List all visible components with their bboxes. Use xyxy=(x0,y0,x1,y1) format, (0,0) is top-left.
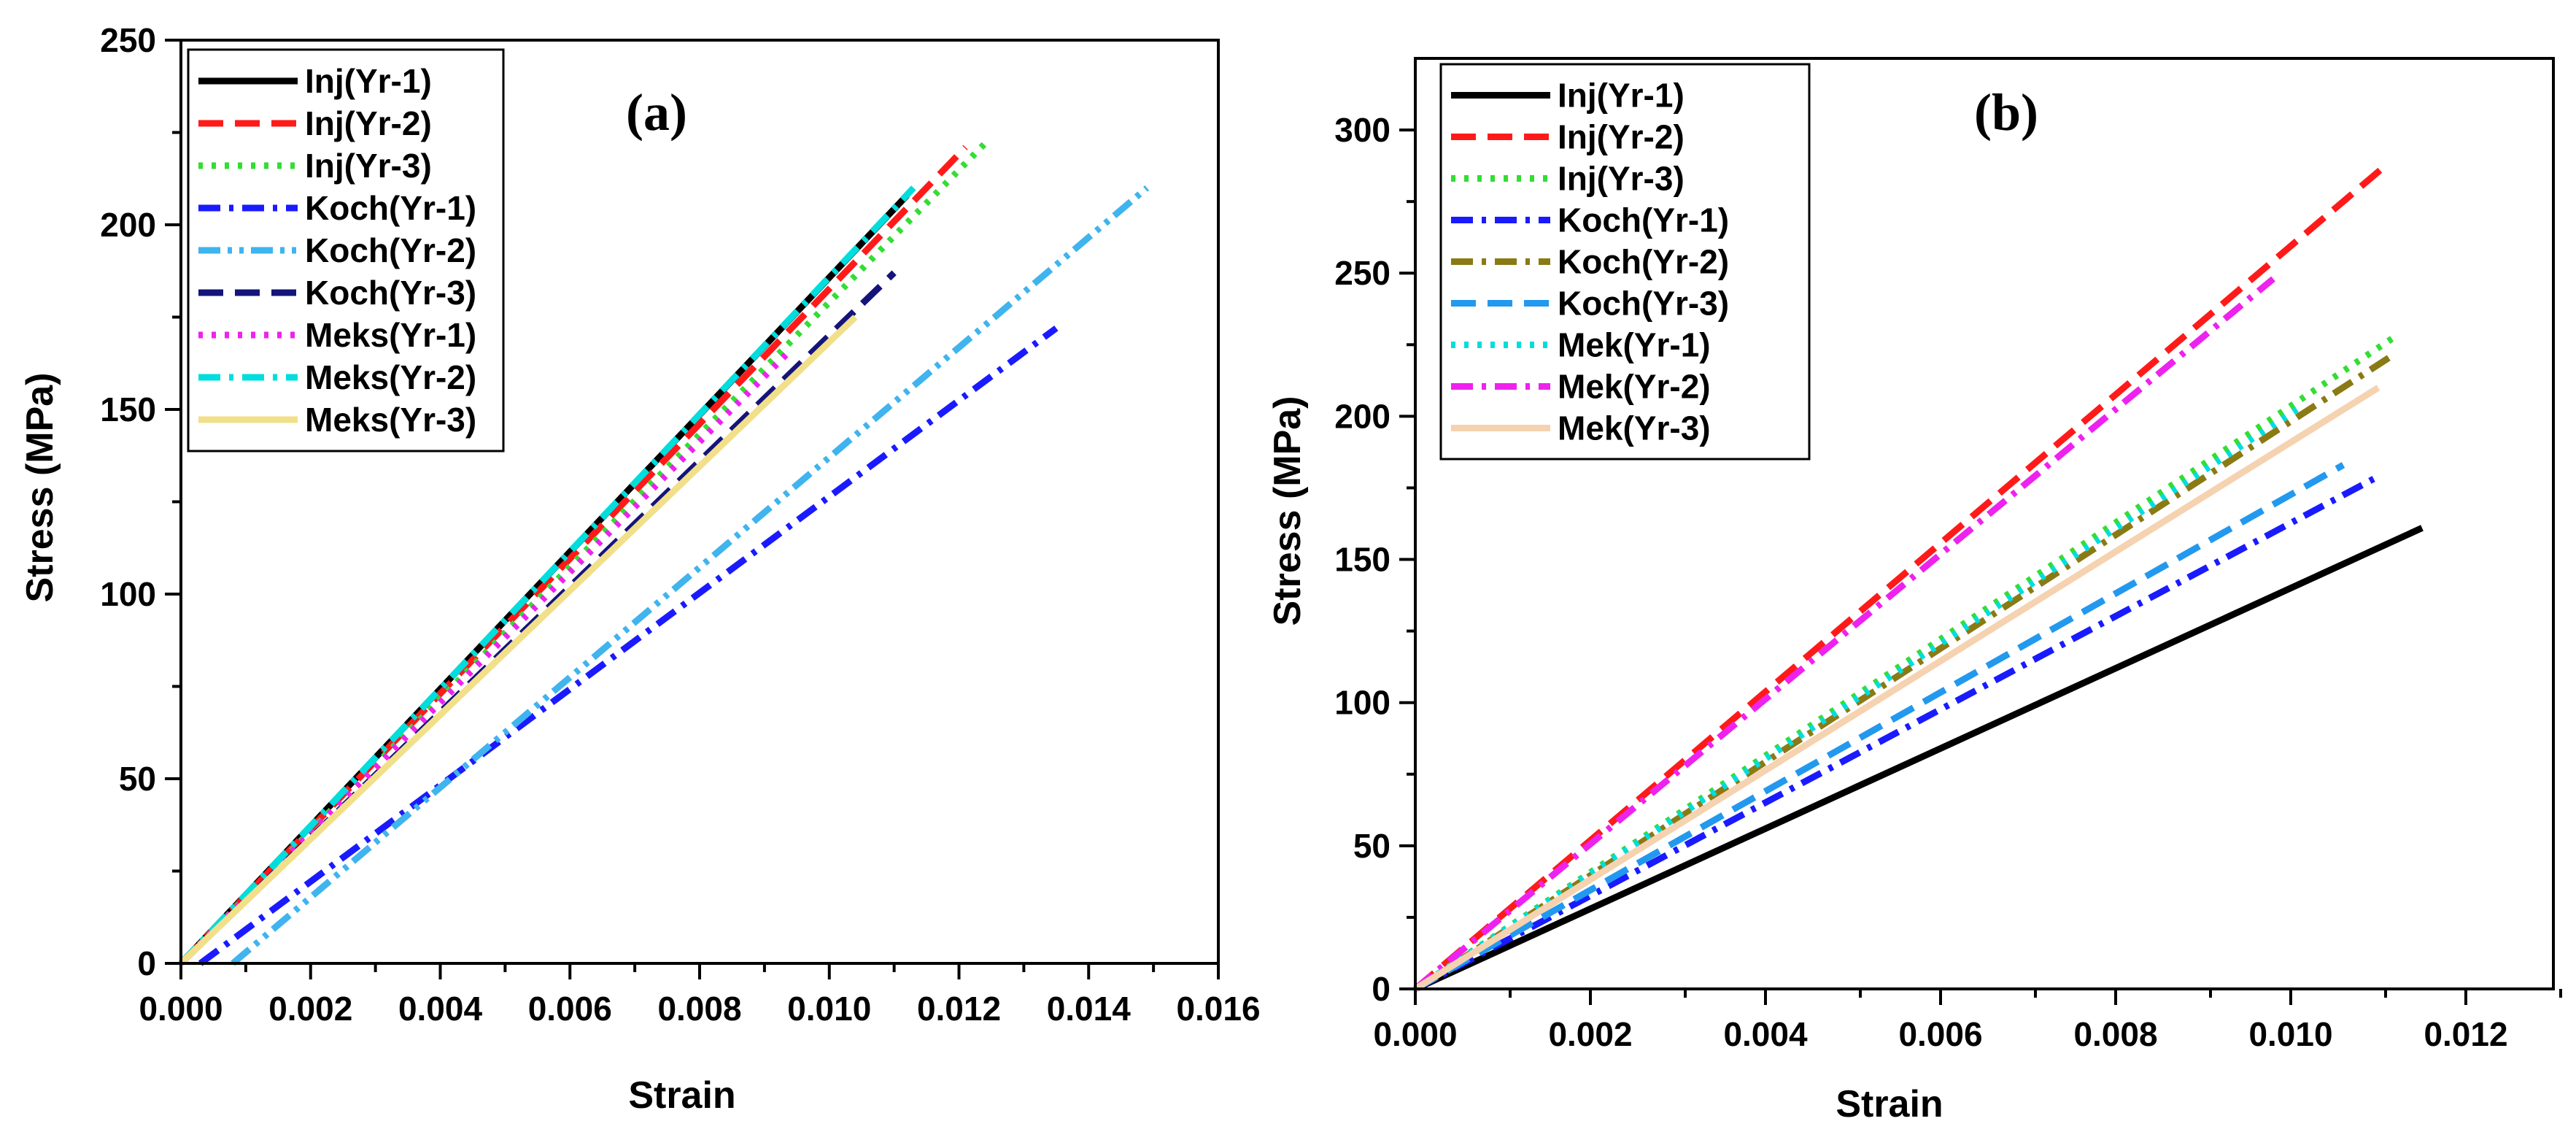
panel-a-legend: Inj(Yr-1) Inj(Yr-2) Inj(Yr-3) Koch(Yr-1) Koc… xyxy=(187,48,505,452)
legend-label: Inj(Yr-1) xyxy=(1558,77,1685,115)
y-tick-label: 100 xyxy=(100,575,156,613)
y-tick-label: 0 xyxy=(1372,970,1391,1008)
x-tick-label: 0.004 xyxy=(1723,1015,1808,1053)
panel-b-x-tick-labels: 0.000 0.002 0.004 0.006 0.008 0.010 0.012 xyxy=(1373,1015,2507,1053)
legend-label: Koch(Yr-1) xyxy=(305,189,476,227)
y-tick-label: 250 xyxy=(1334,254,1391,292)
legend-label: Koch(Yr-3) xyxy=(1558,285,1729,323)
series-line-2 xyxy=(1413,161,2389,992)
panel-b-legend: Inj(Yr-1)Inj(Yr-2) Inj(Yr-3)Koch(Yr-1) Koc… xyxy=(1439,63,1811,461)
y-tick-label: 100 xyxy=(1334,684,1391,722)
legend-label: Meks(Yr-3) xyxy=(305,401,476,439)
panel-a-x-axis-title: Strain xyxy=(628,1074,735,1117)
x-tick-label: 0.010 xyxy=(2248,1015,2332,1053)
legend-label: Inj(Yr-1) xyxy=(305,62,432,100)
x-tick-label: 0.012 xyxy=(917,990,1001,1028)
series-line-6 xyxy=(1413,462,2345,992)
legend-label: Meks(Yr-1) xyxy=(305,316,476,354)
legend-label: Meks(Yr-2) xyxy=(305,358,476,396)
series-line-9 xyxy=(178,315,858,966)
legend-label: Inj(Yr-2) xyxy=(1558,118,1685,156)
panel-b-series xyxy=(1413,161,2424,993)
series-line-4 xyxy=(198,326,1059,966)
x-tick-label: 0.002 xyxy=(268,990,352,1028)
y-tick-label: 50 xyxy=(1353,827,1391,865)
series-line-1 xyxy=(1414,525,2424,993)
panel-a-y-tick-labels: 0 50 100 150 200 250 xyxy=(100,21,156,982)
legend-label: Koch(Yr-3) xyxy=(305,274,476,312)
x-tick-label: 0.000 xyxy=(139,990,223,1028)
x-tick-label: 0.010 xyxy=(787,990,871,1028)
legend-label: Koch(Yr-2) xyxy=(1558,243,1729,281)
series-line-9 xyxy=(1413,385,2380,992)
series-line-8 xyxy=(1413,276,2275,992)
panel-b-y-axis-title: Stress (MPa) xyxy=(1266,396,1309,626)
panel-a-chart: 0.000 0.002 0.004 0.006 0.008 0.010 0.012 0.014… xyxy=(19,21,1261,1117)
legend-label: Inj(Yr-2) xyxy=(305,104,432,142)
y-tick-label: 150 xyxy=(1334,541,1391,579)
y-tick-label: 150 xyxy=(100,390,156,428)
x-tick-label: 0.006 xyxy=(528,990,612,1028)
panel-a-label: (a) xyxy=(626,83,687,142)
series-line-7 xyxy=(1413,404,2302,992)
y-tick-label: 0 xyxy=(137,944,156,982)
legend-label: Mek(Yr-3) xyxy=(1558,409,1711,447)
panel-b-chart: 0.000 0.002 0.004 0.006 0.008 0.010 0.012 0 50 1… xyxy=(1266,57,2562,1125)
x-tick-label: 0.016 xyxy=(1176,990,1260,1028)
y-tick-label: 50 xyxy=(119,760,156,798)
panel-a-x-tick-labels: 0.000 0.002 0.004 0.006 0.008 0.010 0.012 0.014… xyxy=(139,990,1260,1028)
x-tick-label: 0.006 xyxy=(1898,1015,1982,1053)
panel-b-axes xyxy=(1399,57,2562,1005)
plot-frame xyxy=(1414,57,2555,990)
legend-label: Koch(Yr-2) xyxy=(305,231,476,269)
series-line-4 xyxy=(1413,473,2380,992)
x-tick-label: 0.002 xyxy=(1548,1015,1632,1053)
series-line-5 xyxy=(1413,350,2398,992)
x-tick-label: 0.004 xyxy=(398,990,483,1028)
x-tick-label: 0.012 xyxy=(2424,1015,2507,1053)
legend-label: Koch(Yr-1) xyxy=(1558,201,1729,239)
panel-b-label: (b) xyxy=(1974,83,2038,142)
series-line-5 xyxy=(231,185,1150,966)
legend-label: Inj(Yr-3) xyxy=(1558,160,1685,198)
x-tick-label: 0.014 xyxy=(1047,990,1132,1028)
panel-a-series xyxy=(178,141,1150,966)
x-tick-label: 0.008 xyxy=(657,990,741,1028)
legend-label: Mek(Yr-2) xyxy=(1558,368,1711,406)
panel-a-y-axis-title: Stress (MPa) xyxy=(19,373,61,603)
legend-label: Mek(Yr-1) xyxy=(1558,326,1711,364)
panel-b-x-axis-title: Strain xyxy=(1836,1083,1943,1125)
panel-a-axes xyxy=(165,39,1220,979)
y-tick-label: 300 xyxy=(1334,111,1391,149)
legend-label: Inj(Yr-3) xyxy=(305,147,432,185)
y-tick-label: 200 xyxy=(100,206,156,244)
panel-b-y-tick-labels: 0 50 100 150 200 250 300 xyxy=(1334,111,1391,1008)
y-tick-label: 250 xyxy=(100,21,156,59)
x-tick-label: 0.008 xyxy=(2073,1015,2157,1053)
y-tick-label: 200 xyxy=(1334,397,1391,435)
series-line-8 xyxy=(178,185,916,966)
x-tick-label: 0.000 xyxy=(1373,1015,1457,1053)
